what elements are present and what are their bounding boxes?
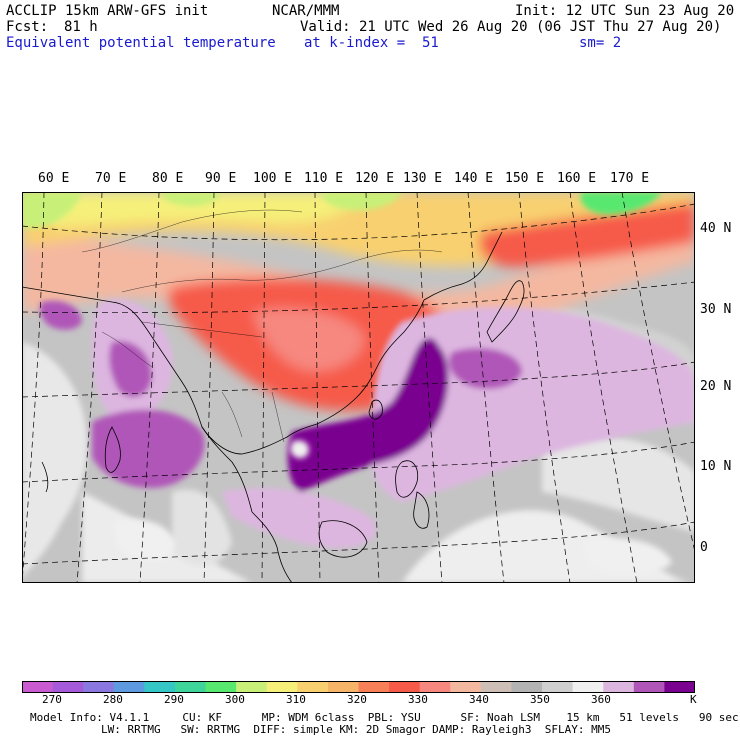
lat-label: 10 N [700,459,732,474]
lon-label: 150 E [505,171,545,186]
colorbar-cell [144,681,176,693]
colorbar-tick-label: 310 [286,693,306,706]
colorbar-cell [205,681,237,693]
colorbar-tick-label: 340 [469,693,489,706]
colorbar-tick-label: 360 [591,693,611,706]
lat-label: 40 N [700,221,732,236]
colorbar-tick-label: 280 [103,693,123,706]
lon-label: 140 E [454,171,494,186]
colorbar-tick-label: 320 [347,693,367,706]
colorbar-tick-label: 270 [42,693,62,706]
colorbar-tick-label: 350 [530,693,550,706]
valid-time: Valid: 21 UTC Wed 26 Aug 20 (06 JST Thu … [300,19,722,35]
colorbar-cell [22,681,54,693]
theta-e-map [22,192,695,583]
colorbar-cell [511,681,543,693]
init-time: Init: 12 UTC Sun 23 Aug 20 [515,3,735,19]
model-info-line2: LW: RRTMG SW: RRTMG DIFF: simple KM: 2D … [101,723,611,736]
colorbar-cell [633,681,665,693]
colorbar-cell [113,681,145,693]
field-green [22,192,662,229]
lat-label: 30 N [700,302,732,317]
lon-label: 70 E [95,171,127,186]
lon-label: 120 E [355,171,395,186]
model-title: ACCLIP 15km ARW-GFS init [6,3,209,19]
lat-label: 0 [700,540,708,555]
lon-label: 100 E [253,171,293,186]
colorbar-cell [603,681,635,693]
lon-label: 170 E [610,171,650,186]
lon-label: 80 E [152,171,184,186]
lon-label: 110 E [304,171,344,186]
colorbar-cell [266,681,298,693]
lon-label: 160 E [557,171,597,186]
colorbar-tick-label: 330 [408,693,428,706]
colorbar-tick-label: 300 [225,693,245,706]
colorbar-cell [52,681,84,693]
lon-label: 130 E [403,171,443,186]
colorbar-cell [174,681,207,693]
coastlines [22,231,525,583]
colorbar-cell [236,681,268,693]
colorbar-tick-label: 290 [164,693,184,706]
colorbar-cell [542,681,574,693]
field-name: Equivalent potential temperature [6,35,276,51]
field-purple [39,299,695,548]
lat-label: 20 N [700,379,732,394]
colorbar-cell [572,681,604,693]
colorbar-cell [327,681,359,693]
graticule [22,192,695,583]
forecast-hour: 81 h [64,19,98,35]
colorbar-cell [480,681,512,693]
colorbar-cell [389,681,421,693]
model-info-line1: Model Info: V4.1.1 CU: KF MP: WDM 6class… [30,711,739,724]
lon-label: 60 E [38,171,70,186]
forecast-label: Fcst: [6,19,49,35]
map-frame [22,192,695,583]
field-white [112,440,672,574]
colorbar-cell [358,681,390,693]
colorbar-cell [450,681,482,693]
colorbar-unit: K [690,693,697,706]
colorbar-cell [297,681,329,693]
lon-label: 90 E [205,171,237,186]
institution-label: NCAR/MMM [272,3,340,19]
colorbar-cell [419,681,451,693]
colorbar-cell [664,681,695,693]
colorbar [22,681,695,693]
borders [81,209,443,443]
colorbar-cell [83,681,115,693]
smoothing-value: sm= 2 [579,35,622,51]
level-index: at k-index = 51 [304,35,439,51]
